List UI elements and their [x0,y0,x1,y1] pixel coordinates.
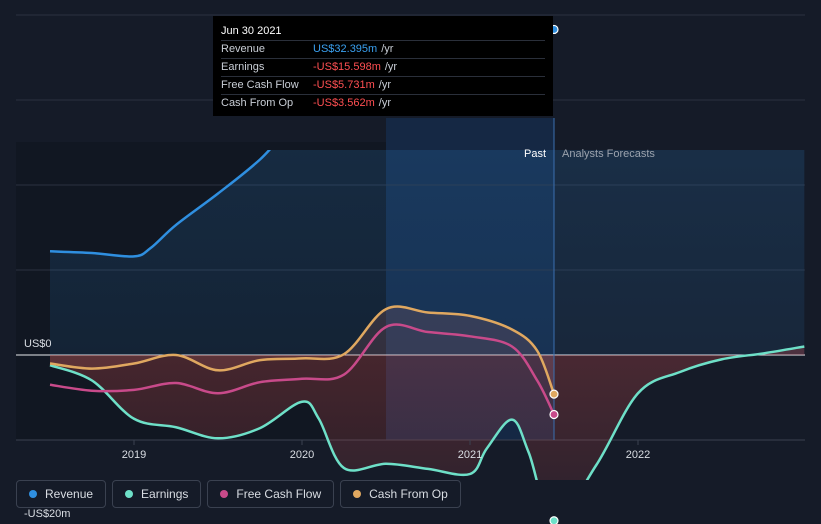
tooltip-unit: /yr [378,79,391,91]
earnings-area [50,346,805,480]
x-tick-label: 2021 [458,449,482,461]
tooltip-row-free-cash-flow: Free Cash Flow -US$5.731m /yr [221,76,545,94]
tooltip-label: Cash From Op [221,97,294,109]
tooltip-unit: /yr [384,61,398,73]
tooltip: Jun 30 2021 Revenue US$32.395m /yr Earni… [213,16,553,116]
tooltip-value: US$32.395m [313,43,378,55]
forecast-label: Analysts Forecasts [562,148,655,160]
y-axis: US$50mUS$0-US$20m [24,338,70,520]
y-tick-label: US$0 [24,338,52,350]
legend-item-revenue[interactable]: Revenue [16,480,107,508]
tooltip-unit: /yr [381,43,394,55]
x-tick-label: 2022 [626,449,650,461]
free-cash-flow-line [49,323,556,416]
legend-dot-icon [220,490,229,498]
cash-from-op-line [49,305,556,395]
earnings-marker [549,516,559,524]
earnings-line [49,345,805,480]
cash-from-op-marker [549,389,559,399]
legend-item-free-cash-flow[interactable]: Free Cash Flow [207,480,335,508]
legend-label: Earnings [141,487,189,501]
tooltip-label: Earnings [221,61,265,73]
tooltip-unit: /yr [378,97,391,109]
legend-label: Revenue [45,487,94,501]
tooltip-label: Free Cash Flow [221,79,299,91]
tooltip-row-revenue: Revenue US$32.395m /yr [221,40,545,58]
legend-label: Free Cash Flow [236,487,322,501]
revenue-area [50,150,805,355]
legend-label: Cash From Op [369,487,448,501]
cash-from-op-area [50,306,554,395]
legend-item-earnings[interactable]: Earnings [112,480,202,508]
x-tick-label: 2020 [290,449,314,461]
tooltip-value: -US$5.731m [313,79,375,91]
revenue-line [49,150,272,258]
x-axis: 2019 2020 2021 2022 [122,440,650,461]
series-areas [50,150,805,480]
free-cash-flow-marker [549,409,559,420]
series-lines [49,150,805,480]
legend: Revenue Earnings Free Cash Flow Cash Fro… [16,480,461,508]
legend-dot-icon [353,490,362,498]
tooltip-value: -US$15.598m [313,61,381,73]
legend-dot-icon [29,490,37,498]
tooltip-value: -US$3.562m [313,97,375,109]
y-tick-label: -US$20m [24,508,70,520]
tooltip-label: Revenue [221,43,266,55]
past-label: Past [524,148,546,160]
tooltip-date: Jun 30 2021 [221,25,282,37]
x-tick-label: 2019 [122,449,146,461]
legend-dot-icon [125,490,134,498]
legend-item-cash-from-op[interactable]: Cash From Op [340,480,461,508]
tooltip-row-earnings: Earnings -US$15.598m /yr [221,58,545,76]
tooltip-row-cash-from-op: Cash From Op -US$3.562m /yr [221,94,545,112]
